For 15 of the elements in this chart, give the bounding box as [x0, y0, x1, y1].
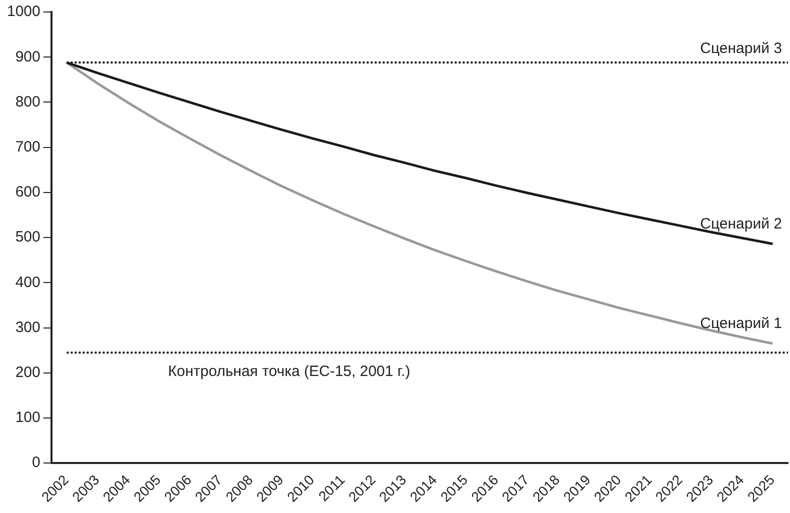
- y-tick-label: 300: [15, 318, 40, 336]
- y-tick-label: 900: [15, 48, 40, 66]
- y-tick-label: 400: [15, 274, 40, 291]
- y-tick-label: 1000: [6, 3, 40, 20]
- series-label: Сценарий 2: [700, 216, 782, 233]
- y-tick-label: 200: [15, 364, 40, 382]
- y-tick-label: 600: [15, 184, 40, 201]
- series-label: Сценарий 1: [700, 315, 782, 332]
- ref-line-label: Сценарий 3: [700, 40, 782, 58]
- y-tick-label: 500: [15, 228, 40, 246]
- y-tick-label: 800: [15, 93, 40, 110]
- y-tick-label: 700: [15, 138, 40, 156]
- ref-line-label: Контрольная точка (ЕС-15, 2001 г.): [168, 363, 410, 380]
- y-tick-label: 100: [15, 409, 40, 426]
- y-tick-label: 0: [32, 454, 40, 472]
